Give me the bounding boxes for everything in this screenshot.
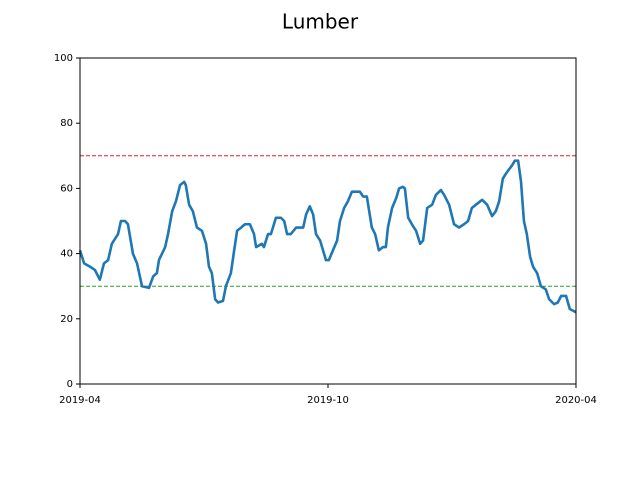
- plot-frame: [79, 57, 577, 385]
- y-tick-label: 40: [60, 249, 73, 260]
- y-tick-label: 0: [67, 379, 73, 390]
- x-tick-label: 2020-04: [555, 395, 597, 406]
- chart-title: Lumber: [282, 10, 359, 34]
- y-tick-label: 100: [54, 53, 73, 64]
- y-tick-label: 20: [60, 314, 73, 325]
- x-tick-label: 2019-10: [307, 395, 349, 406]
- y-tick-label: 80: [60, 118, 73, 129]
- y-tick-label: 60: [60, 183, 73, 194]
- x-tick-label: 2019-04: [59, 395, 101, 406]
- data-line: [78, 159, 577, 314]
